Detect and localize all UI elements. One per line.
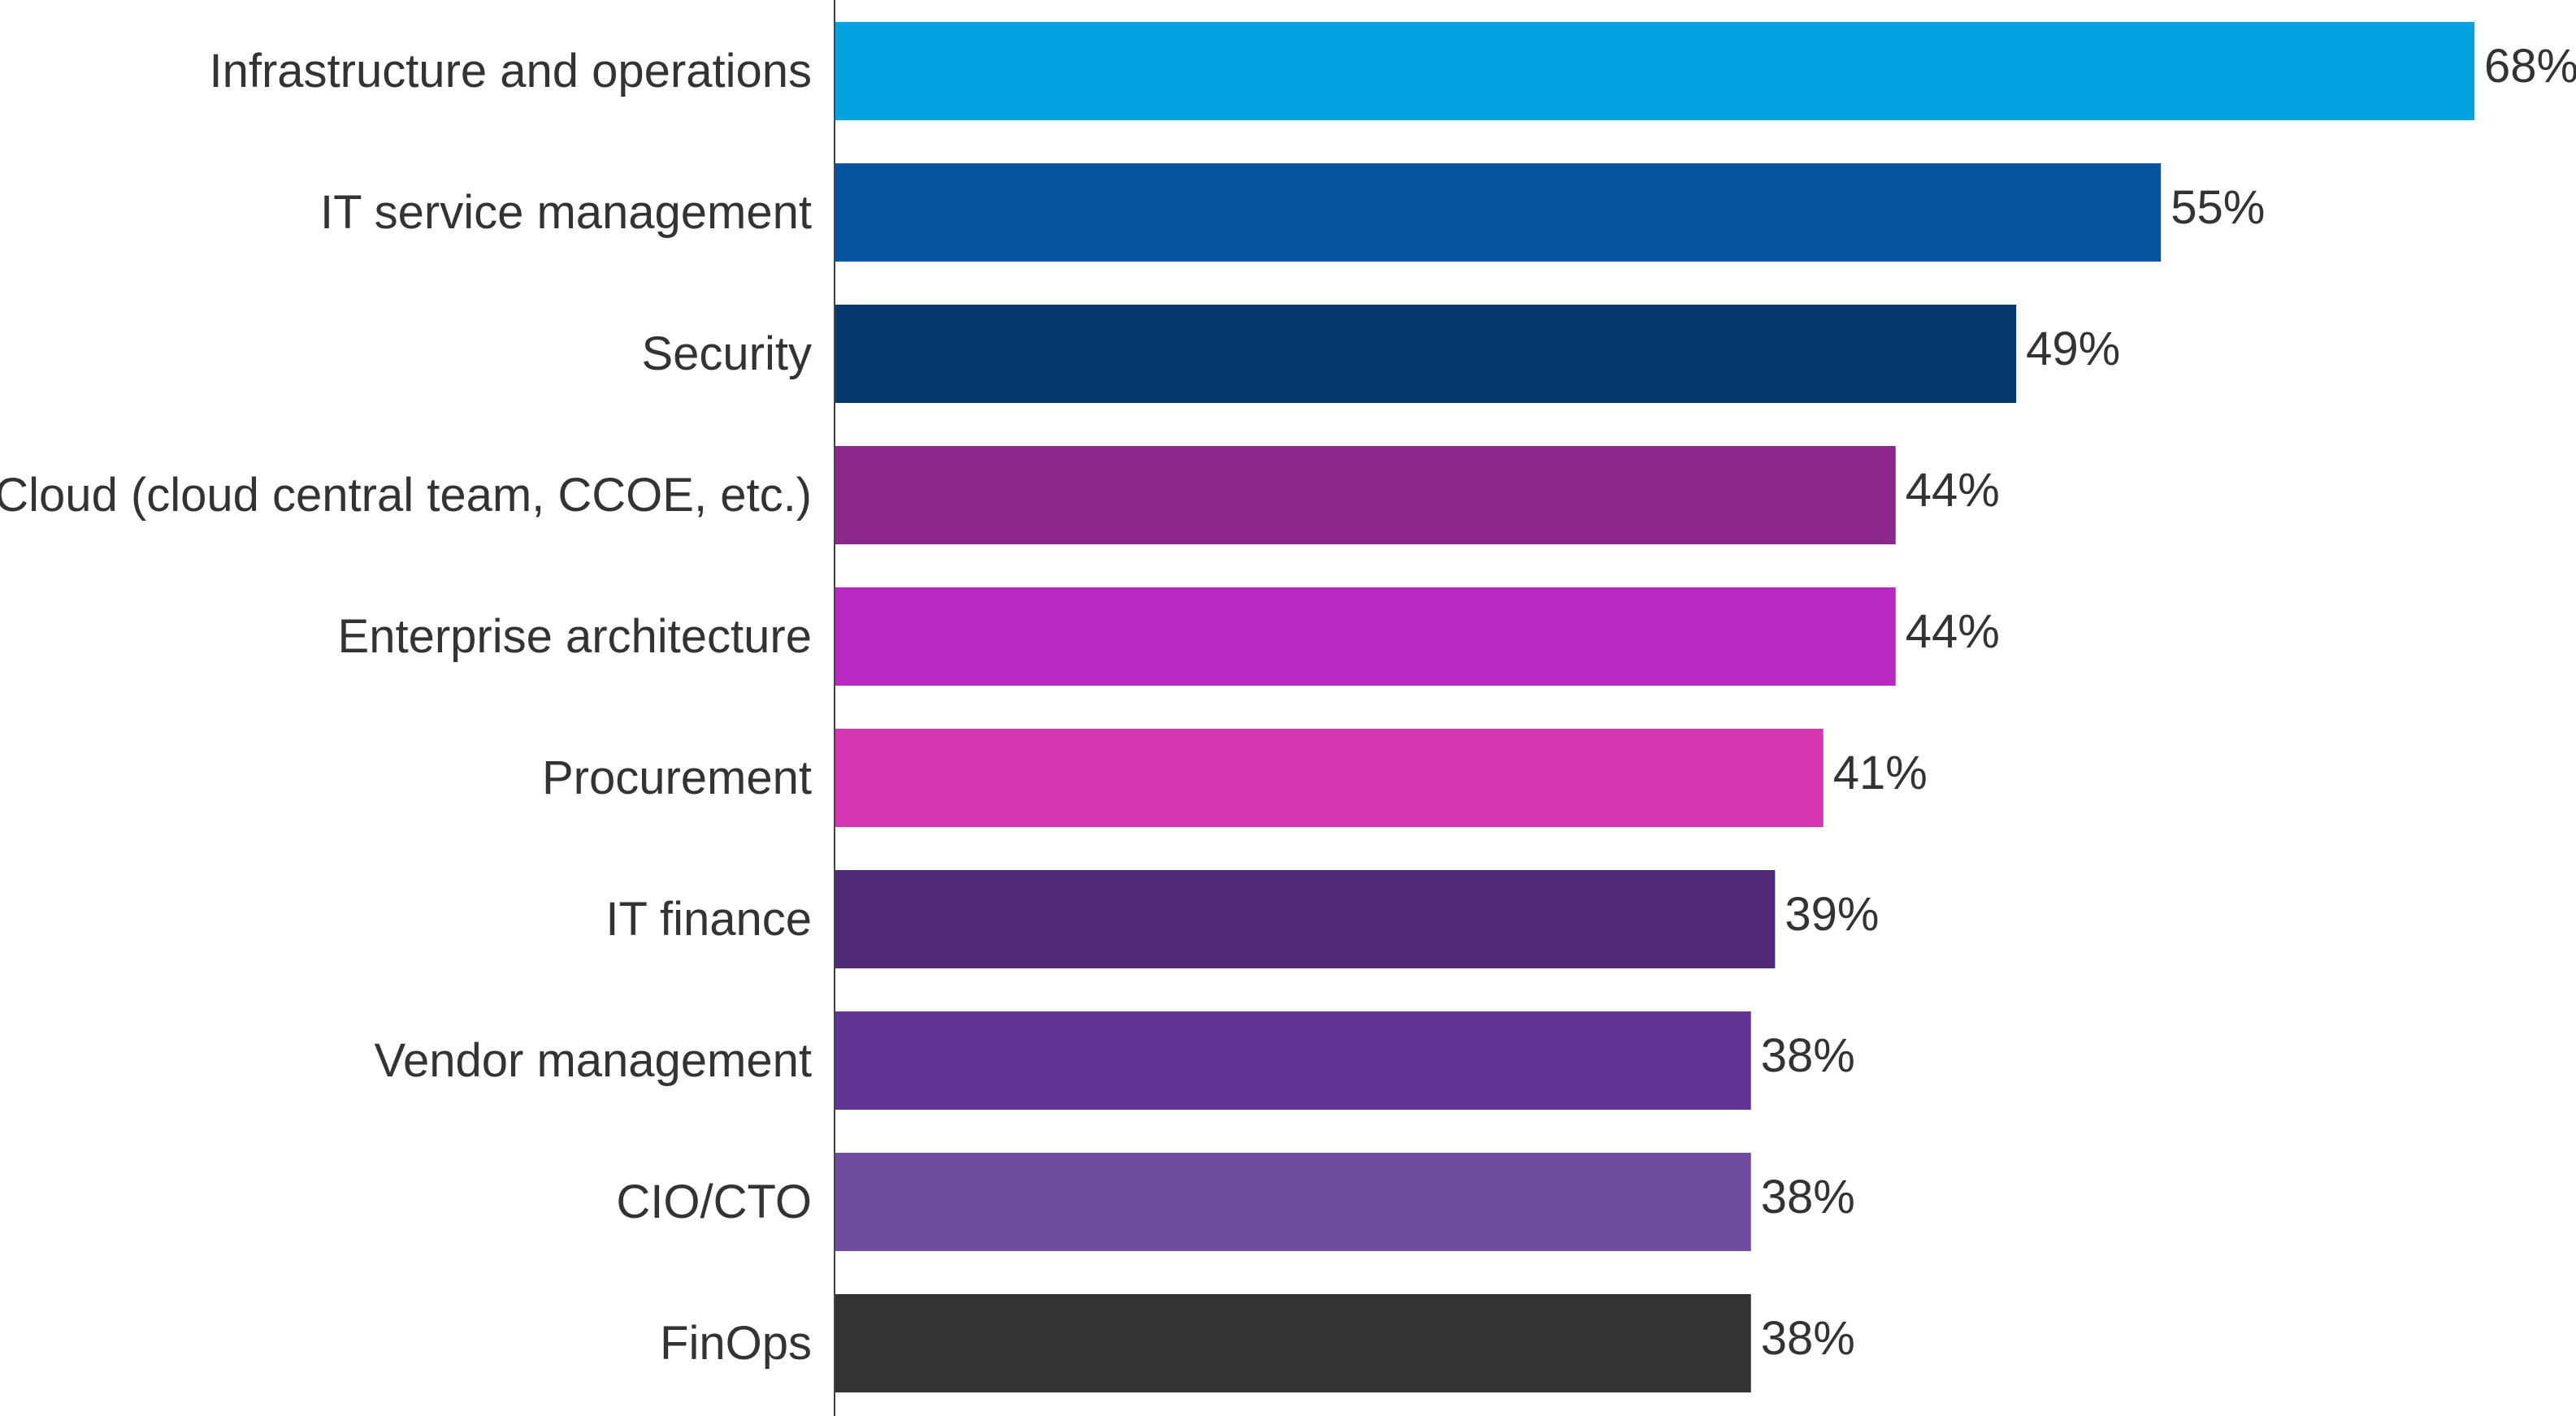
category-labels: Infrastructure and operations IT service …: [0, 45, 812, 1370]
value-label: 49%: [2026, 323, 2120, 375]
category-label: Cloud (cloud central team, CCOE, etc.): [0, 469, 812, 522]
bar-7: [835, 1011, 1751, 1110]
category-label: IT finance: [605, 893, 812, 946]
bar-3: [835, 446, 1896, 544]
bar-4: [835, 587, 1896, 686]
category-label: CIO/CTO: [616, 1176, 812, 1228]
value-label: 44%: [1906, 605, 2000, 658]
bar-2: [835, 305, 2017, 403]
value-label: 38%: [1761, 1312, 1855, 1365]
bar-9: [835, 1294, 1751, 1392]
bars-layer: [835, 22, 2474, 1392]
bar-1: [835, 163, 2162, 262]
category-label: Enterprise architecture: [338, 610, 812, 663]
bar-5: [835, 729, 1824, 827]
value-labels: 68% 55% 49% 44% 44% 41% 39% 38% 38% 38%: [1761, 40, 2576, 1365]
value-label: 68%: [2484, 40, 2576, 93]
category-label: IT service management: [320, 186, 812, 239]
bar-8: [835, 1153, 1751, 1251]
category-label: Vendor management: [375, 1034, 812, 1087]
bar-6: [835, 870, 1776, 968]
value-label: 38%: [1761, 1029, 1855, 1082]
category-label: FinOps: [660, 1317, 812, 1370]
category-label: Procurement: [542, 751, 812, 804]
value-label: 39%: [1785, 888, 1879, 941]
value-label: 41%: [1833, 747, 1928, 799]
category-label: Security: [641, 327, 812, 380]
value-label: 55%: [2171, 181, 2265, 234]
bar-0: [835, 22, 2474, 120]
value-label: 38%: [1761, 1171, 1855, 1223]
category-label: Infrastructure and operations: [209, 45, 812, 97]
value-label: 44%: [1906, 464, 2000, 517]
